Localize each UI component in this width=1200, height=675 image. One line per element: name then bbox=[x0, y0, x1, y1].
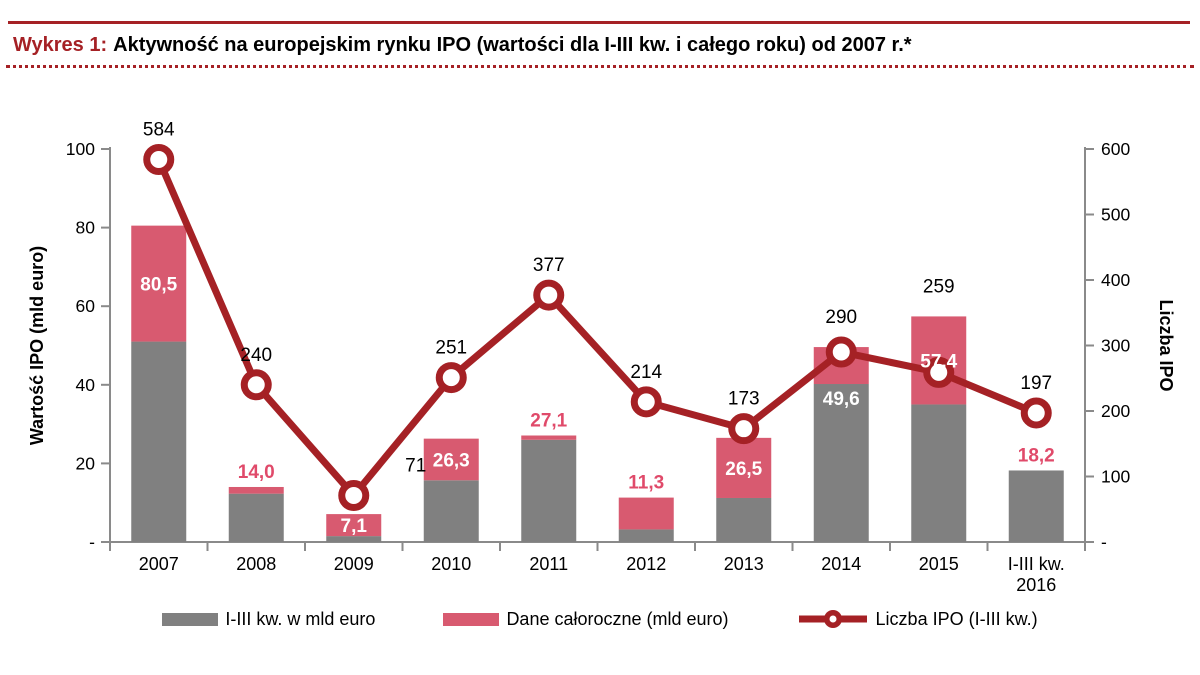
svg-text:49,6: 49,6 bbox=[823, 389, 860, 410]
svg-text:2016: 2016 bbox=[1016, 575, 1056, 595]
svg-text:214: 214 bbox=[630, 362, 662, 383]
svg-text:584: 584 bbox=[143, 119, 175, 140]
legend-item-fullyear: Dane całoroczne (mld euro) bbox=[443, 608, 729, 630]
chart-title: Wykres 1: Aktywność na europejskim rynku … bbox=[13, 32, 1190, 58]
svg-text:57,4: 57,4 bbox=[920, 351, 957, 372]
svg-text:377: 377 bbox=[533, 255, 565, 276]
svg-text:2010: 2010 bbox=[431, 554, 471, 574]
svg-text:2011: 2011 bbox=[529, 554, 568, 574]
ipo-chart: 100 80 60 40 20 - 600 500 400 300 200 100 - 2007 2008 2… bbox=[27, 119, 1176, 595]
svg-text:80,5: 80,5 bbox=[140, 275, 177, 296]
legend-item-count: Liczba IPO (I-III kw.) bbox=[797, 608, 1038, 630]
legend-label-q13: I-III kw. w mld euro bbox=[225, 608, 376, 629]
svg-text:Liczba IPO: Liczba IPO bbox=[1156, 299, 1176, 391]
svg-text:2009: 2009 bbox=[334, 554, 374, 574]
svg-text:40: 40 bbox=[76, 375, 96, 395]
svg-text:251: 251 bbox=[435, 338, 467, 359]
svg-text:2007: 2007 bbox=[139, 554, 179, 574]
svg-text:60: 60 bbox=[76, 296, 96, 316]
svg-text:-: - bbox=[1101, 532, 1107, 552]
chart-title-text: Aktywność na europejskim rynku IPO (wart… bbox=[113, 34, 912, 56]
pink-bar-swatch bbox=[443, 612, 500, 626]
svg-text:11,3: 11,3 bbox=[628, 473, 664, 494]
svg-text:71: 71 bbox=[405, 455, 426, 476]
svg-text:2012: 2012 bbox=[626, 554, 666, 574]
svg-text:400: 400 bbox=[1101, 270, 1130, 290]
legend-label-fullyear: Dane całoroczne (mld euro) bbox=[506, 608, 729, 629]
svg-text:Wartość IPO (mld euro): Wartość IPO (mld euro) bbox=[27, 246, 47, 445]
dotted-rule bbox=[6, 65, 1194, 68]
chart-title-prefix: Wykres 1: bbox=[13, 34, 108, 56]
line-marker-swatch bbox=[798, 610, 867, 628]
gray-bar-swatch bbox=[162, 612, 219, 626]
svg-text:26,5: 26,5 bbox=[725, 459, 762, 480]
svg-text:100: 100 bbox=[1101, 467, 1130, 487]
svg-text:197: 197 bbox=[1020, 373, 1052, 394]
svg-text:240: 240 bbox=[240, 345, 272, 366]
legend-label-count: Liczba IPO (I-III kw.) bbox=[875, 608, 1038, 629]
svg-text:I-III kw.: I-III kw. bbox=[1008, 554, 1065, 574]
svg-text:300: 300 bbox=[1101, 336, 1130, 356]
svg-text:290: 290 bbox=[825, 307, 857, 328]
legend-item-q13: I-III kw. w mld euro bbox=[162, 609, 375, 630]
svg-text:259: 259 bbox=[923, 276, 955, 297]
svg-text:2013: 2013 bbox=[724, 554, 764, 574]
top-rule bbox=[8, 21, 1190, 24]
svg-text:14,0: 14,0 bbox=[238, 462, 275, 483]
svg-text:-: - bbox=[89, 532, 95, 552]
svg-text:600: 600 bbox=[1101, 139, 1130, 159]
svg-text:200: 200 bbox=[1101, 401, 1130, 421]
svg-text:500: 500 bbox=[1101, 205, 1130, 225]
svg-text:173: 173 bbox=[728, 389, 760, 410]
svg-text:26,3: 26,3 bbox=[433, 450, 470, 471]
svg-text:7,1: 7,1 bbox=[341, 516, 368, 537]
svg-text:27,1: 27,1 bbox=[530, 410, 567, 431]
svg-text:20: 20 bbox=[76, 453, 96, 473]
svg-text:18,2: 18,2 bbox=[1018, 445, 1055, 466]
svg-text:100: 100 bbox=[66, 139, 95, 159]
svg-text:2008: 2008 bbox=[236, 554, 276, 574]
svg-text:2014: 2014 bbox=[821, 554, 861, 574]
svg-text:2015: 2015 bbox=[919, 554, 959, 574]
legend: I-III kw. w mld euro Dane całoroczne (ml… bbox=[0, 608, 1200, 630]
svg-text:80: 80 bbox=[76, 218, 96, 238]
